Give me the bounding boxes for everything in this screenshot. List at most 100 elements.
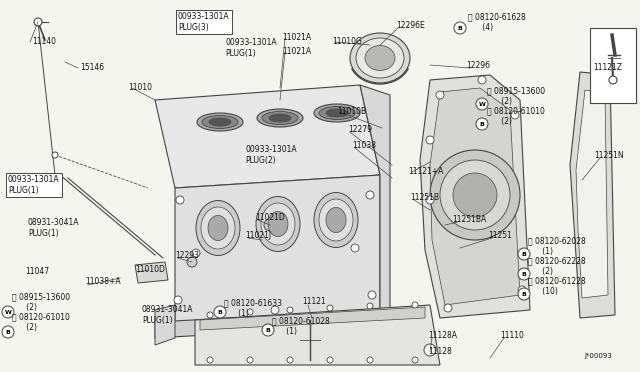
Text: 12296E: 12296E (396, 20, 425, 29)
Text: B: B (522, 292, 527, 296)
Text: 11251BA: 11251BA (452, 215, 486, 224)
Circle shape (174, 296, 182, 304)
Circle shape (436, 91, 444, 99)
Circle shape (426, 196, 434, 204)
Polygon shape (200, 307, 425, 330)
Text: 11010B: 11010B (337, 108, 366, 116)
Text: 11010: 11010 (128, 83, 152, 93)
Polygon shape (430, 88, 520, 305)
Text: 11021A: 11021A (282, 33, 311, 42)
Text: 11121: 11121 (302, 298, 326, 307)
Circle shape (518, 286, 526, 294)
Circle shape (518, 288, 530, 300)
Text: B: B (522, 272, 527, 276)
Polygon shape (570, 72, 615, 318)
Circle shape (264, 219, 276, 231)
Text: Ⓑ 08120-61633
      (1): Ⓑ 08120-61633 (1) (224, 298, 282, 318)
Polygon shape (195, 305, 440, 365)
Text: B: B (458, 26, 463, 31)
Ellipse shape (314, 192, 358, 247)
Circle shape (518, 268, 530, 280)
Text: 11038: 11038 (352, 141, 376, 151)
Ellipse shape (326, 109, 348, 117)
Ellipse shape (350, 33, 410, 83)
Text: W: W (479, 102, 485, 106)
Text: 11110: 11110 (500, 331, 524, 340)
Text: 00933-1301A
PLUG(3): 00933-1301A PLUG(3) (178, 12, 230, 32)
Circle shape (412, 302, 418, 308)
Text: 12279: 12279 (348, 125, 372, 135)
Circle shape (444, 304, 452, 312)
Text: Ⓦ 08915-13600
      (2): Ⓦ 08915-13600 (2) (487, 86, 545, 106)
Text: 11128A: 11128A (428, 331, 457, 340)
Text: 12296: 12296 (466, 61, 490, 70)
Text: Ⓑ 08120-61028
      (1): Ⓑ 08120-61028 (1) (272, 316, 330, 336)
Circle shape (192, 249, 200, 257)
Circle shape (511, 111, 519, 119)
Circle shape (366, 191, 374, 199)
Ellipse shape (257, 109, 303, 127)
Circle shape (327, 357, 333, 363)
Text: 08931-3041A
PLUG(1): 08931-3041A PLUG(1) (142, 305, 193, 325)
Text: 11140: 11140 (32, 38, 56, 46)
Ellipse shape (269, 114, 291, 122)
Circle shape (478, 76, 486, 84)
Circle shape (476, 98, 488, 110)
Circle shape (34, 18, 42, 26)
Circle shape (412, 357, 418, 363)
Polygon shape (420, 75, 530, 318)
Circle shape (327, 305, 333, 311)
Text: 11121Z: 11121Z (593, 64, 622, 73)
Circle shape (476, 118, 488, 130)
Text: 08931-3041A
PLUG(1): 08931-3041A PLUG(1) (28, 218, 79, 238)
Polygon shape (155, 310, 380, 338)
Text: Ⓑ 08120-61228
      (10): Ⓑ 08120-61228 (10) (528, 276, 586, 296)
Text: 11010G: 11010G (332, 38, 362, 46)
Text: B: B (522, 251, 527, 257)
Ellipse shape (326, 208, 346, 232)
Ellipse shape (314, 104, 360, 122)
Ellipse shape (268, 212, 288, 237)
Ellipse shape (201, 207, 235, 249)
Text: B: B (479, 122, 484, 126)
Polygon shape (135, 262, 168, 283)
Circle shape (176, 196, 184, 204)
Text: 11121+A: 11121+A (408, 167, 444, 176)
Ellipse shape (365, 45, 395, 71)
Circle shape (207, 312, 213, 318)
Text: 11038+A: 11038+A (85, 278, 120, 286)
Ellipse shape (209, 118, 231, 126)
Polygon shape (576, 90, 608, 298)
Text: 11021J: 11021J (245, 231, 271, 240)
Circle shape (187, 257, 197, 267)
Ellipse shape (196, 201, 240, 256)
Circle shape (2, 306, 14, 318)
Circle shape (367, 357, 373, 363)
Ellipse shape (319, 199, 353, 241)
Circle shape (262, 324, 274, 336)
Text: 00933-1301A
PLUG(1): 00933-1301A PLUG(1) (8, 175, 60, 195)
Text: J*00093: J*00093 (584, 353, 612, 359)
Polygon shape (175, 175, 380, 322)
Circle shape (453, 173, 497, 217)
Text: Ⓦ 08915-13600
      (2): Ⓦ 08915-13600 (2) (12, 292, 70, 312)
Ellipse shape (202, 115, 238, 128)
Circle shape (287, 307, 293, 313)
Ellipse shape (262, 112, 298, 125)
Circle shape (426, 136, 434, 144)
Text: 11251N: 11251N (594, 151, 623, 160)
Text: Ⓑ 08120-62028
      (1): Ⓑ 08120-62028 (1) (528, 236, 586, 256)
Polygon shape (155, 85, 380, 188)
Circle shape (247, 357, 253, 363)
Circle shape (430, 150, 520, 240)
Text: B: B (218, 310, 223, 314)
Circle shape (518, 248, 530, 260)
Text: B: B (266, 327, 271, 333)
Circle shape (287, 357, 293, 363)
Circle shape (207, 357, 213, 363)
Text: Ⓑ 08120-61010
      (2): Ⓑ 08120-61010 (2) (12, 312, 70, 332)
Circle shape (214, 306, 226, 318)
Text: 12293: 12293 (175, 250, 199, 260)
Text: Ⓑ 08120-61628
      (4): Ⓑ 08120-61628 (4) (468, 12, 525, 32)
Circle shape (609, 76, 617, 84)
